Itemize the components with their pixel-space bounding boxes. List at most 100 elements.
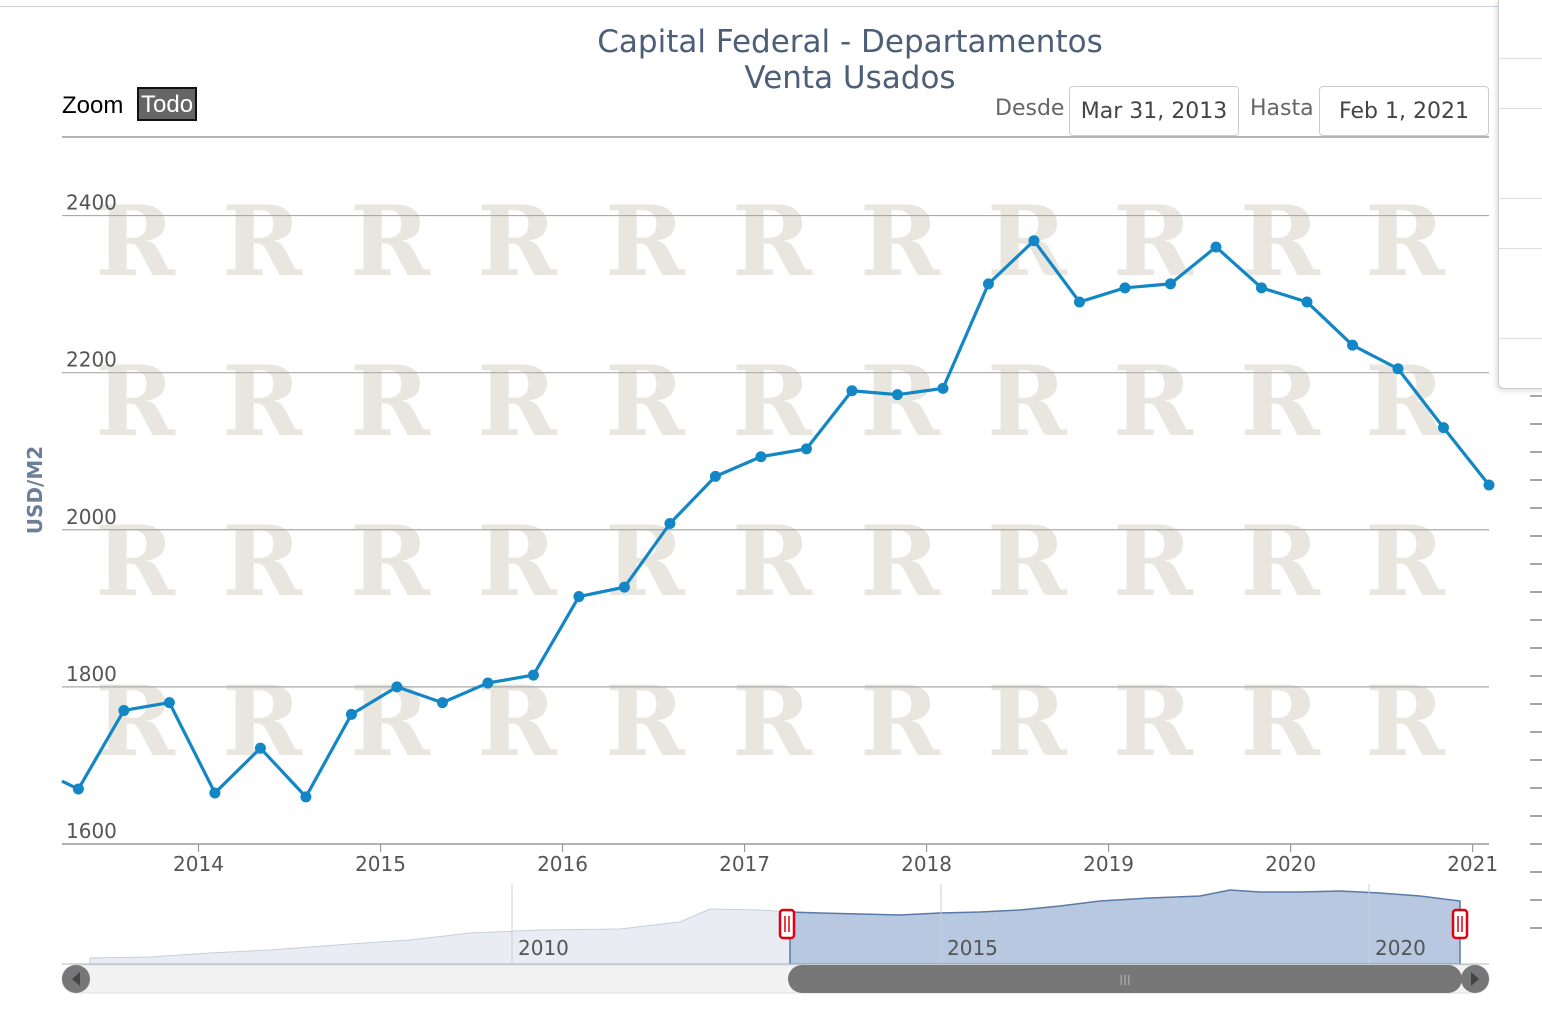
watermark-glyph: R (732, 665, 813, 778)
right-edge-ticks (1530, 395, 1542, 929)
watermark-glyph: R (350, 345, 431, 458)
top-border (0, 6, 1500, 7)
data-point (1028, 235, 1040, 247)
scrollbar-grip: III (1119, 974, 1131, 989)
navigator-handle[interactable] (778, 908, 796, 940)
navigator-handle[interactable] (1451, 908, 1469, 940)
watermark-glyph: R (860, 665, 941, 778)
to-date-input[interactable]: Feb 1, 2021 (1319, 86, 1489, 136)
x-tick-label: 2020 (1265, 852, 1316, 876)
navigator-tick-label: 2010 (518, 936, 569, 960)
data-point (664, 517, 676, 529)
navigator-selected-area (789, 889, 1461, 965)
data-point (800, 443, 812, 455)
zoom-all-button[interactable]: Todo (137, 87, 198, 121)
watermark-glyph: R (350, 505, 431, 618)
data-point (1301, 296, 1313, 308)
data-point (300, 791, 312, 803)
watermark-glyph: R (1240, 505, 1321, 618)
watermark-glyph: R (477, 345, 558, 458)
y-tick-label: 1800 (66, 662, 117, 686)
to-label: Hasta (1250, 96, 1314, 121)
navigator-tick-label: 2020 (1375, 936, 1426, 960)
watermark-glyph: R (95, 505, 176, 618)
y-axis-label: USD/M2 (23, 446, 47, 534)
watermark-glyph: R (1240, 345, 1321, 458)
y-tick-label: 1600 (66, 819, 117, 843)
watermark-glyph: R (1113, 505, 1194, 618)
x-tick-label: 2017 (719, 852, 770, 876)
from-label: Desde (995, 96, 1065, 121)
data-point (1255, 282, 1267, 294)
watermark-glyph: R (95, 185, 176, 298)
y-tick-label: 2000 (66, 505, 117, 529)
watermark-glyph: R (1240, 665, 1321, 778)
scroll-right-arrow-icon (1471, 972, 1479, 986)
watermark-glyph: R (1113, 665, 1194, 778)
watermark-glyph: R (1365, 665, 1446, 778)
watermark-glyph: R (860, 185, 941, 298)
data-point (436, 697, 448, 709)
watermark-glyph: R (732, 185, 813, 298)
watermark-glyph: R (1365, 505, 1446, 618)
watermark-glyph: R (222, 185, 303, 298)
watermark-glyph: R (350, 665, 431, 778)
series-layer (61, 235, 1495, 803)
x-tick-label: 2016 (537, 852, 588, 876)
data-point (1392, 363, 1404, 375)
x-tick-label: 2019 (1083, 852, 1134, 876)
data-point (345, 708, 357, 720)
data-point (1346, 339, 1358, 351)
x-tick-label: 2014 (173, 852, 224, 876)
x-tick-label: 2018 (901, 852, 952, 876)
watermark-glyph: R (350, 185, 431, 298)
watermark-glyph: R (987, 665, 1068, 778)
watermark-glyph: R (477, 505, 558, 618)
data-point (1119, 282, 1131, 294)
data-point (163, 697, 175, 709)
watermark-glyph: R (605, 185, 686, 298)
watermark-glyph: R (860, 345, 941, 458)
data-point (1210, 241, 1222, 253)
y-axis-ticks: 1600 1800 2000 2200 2400 (66, 191, 117, 843)
data-point (118, 704, 130, 716)
watermark-glyph: R (987, 505, 1068, 618)
watermark-layer: R R R R R R R R R R RR R R R R R R R R R RR R R R R R R R R R RR R R R R R R… (95, 185, 1446, 778)
y-tick-label: 2400 (66, 191, 117, 215)
from-date-input[interactable]: Mar 31, 2013 (1069, 86, 1239, 136)
watermark-glyph: R (605, 345, 686, 458)
data-point (482, 677, 494, 689)
data-point (618, 581, 630, 593)
data-point (72, 783, 84, 795)
data-point (846, 385, 858, 397)
watermark-glyph: R (222, 505, 303, 618)
watermark-glyph: R (987, 345, 1068, 458)
y-tick-label: 2200 (66, 348, 117, 372)
data-point (1483, 479, 1495, 491)
scrollbar-thumb (788, 965, 1462, 993)
watermark-glyph: R (1113, 185, 1194, 298)
watermark-glyph: R (732, 505, 813, 618)
data-point (1437, 422, 1449, 434)
watermark-glyph: R (1365, 185, 1446, 298)
export-menu-panel[interactable] (1498, 0, 1542, 389)
x-tick-label: 2021 (1447, 852, 1498, 876)
scroll-left-arrow-icon (72, 972, 80, 986)
data-point (209, 787, 221, 799)
data-point (391, 681, 403, 693)
x-tick-label: 2015 (355, 852, 406, 876)
watermark-glyph: R (477, 185, 558, 298)
watermark-glyph: R (1113, 345, 1194, 458)
data-point (1164, 278, 1176, 290)
data-point (709, 470, 721, 482)
watermark-glyph: R (95, 665, 176, 778)
zoom-label: Zoom (62, 92, 124, 119)
watermark-glyph: R (222, 665, 303, 778)
data-point (937, 382, 949, 394)
watermark-glyph: R (860, 505, 941, 618)
x-axis-ticks: 2014 2015 2016 2017 2018 2019 2020 2021 (173, 844, 1498, 876)
scrollbar[interactable]: III (61, 964, 1490, 994)
data-point (254, 742, 266, 754)
watermark-glyph: R (222, 345, 303, 458)
